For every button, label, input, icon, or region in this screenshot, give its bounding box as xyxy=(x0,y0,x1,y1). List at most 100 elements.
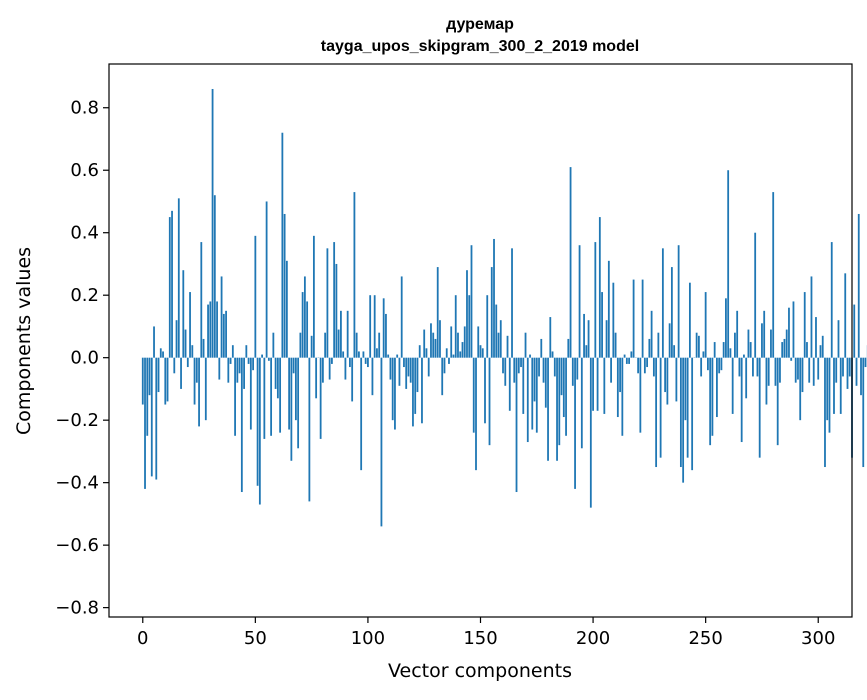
bar xyxy=(655,358,657,467)
bar xyxy=(567,339,569,358)
bar xyxy=(802,358,804,392)
bar xyxy=(813,358,815,386)
bar xyxy=(583,314,585,358)
bar xyxy=(748,330,750,358)
bar xyxy=(327,248,329,357)
bar xyxy=(214,195,216,357)
bar xyxy=(275,358,277,389)
bar xyxy=(721,358,723,371)
bar xyxy=(412,358,414,427)
bar xyxy=(840,358,842,414)
bar xyxy=(549,317,551,358)
bar xyxy=(630,351,632,357)
bar xyxy=(520,358,522,367)
bar xyxy=(480,345,482,358)
bar xyxy=(248,358,250,364)
bar xyxy=(329,358,331,380)
bar xyxy=(194,358,196,405)
bar xyxy=(308,358,310,502)
bar xyxy=(714,342,716,358)
bar xyxy=(394,358,396,430)
bar xyxy=(601,292,603,358)
bar xyxy=(687,358,689,458)
bar xyxy=(574,358,576,489)
bar xyxy=(414,358,416,414)
bar xyxy=(558,358,560,445)
x-tick-label: 0 xyxy=(137,628,148,649)
bar xyxy=(419,345,421,358)
y-axis-label: Components values xyxy=(13,247,35,435)
bar xyxy=(268,358,270,361)
bar xyxy=(664,358,666,392)
bar xyxy=(563,358,565,417)
bar xyxy=(345,358,347,380)
bar xyxy=(736,311,738,358)
bar xyxy=(189,292,191,358)
bar xyxy=(531,358,533,430)
bar xyxy=(585,345,587,358)
bar xyxy=(644,358,646,374)
bar xyxy=(579,245,581,357)
bar xyxy=(646,358,648,367)
bar xyxy=(462,342,464,358)
bar xyxy=(835,358,837,383)
bar xyxy=(446,348,448,357)
bar xyxy=(565,358,567,436)
bar xyxy=(430,323,432,357)
bar xyxy=(675,358,677,402)
bar xyxy=(428,358,430,377)
bar xyxy=(689,283,691,358)
bar xyxy=(538,358,540,377)
bar xyxy=(826,358,828,420)
bar xyxy=(257,358,259,486)
bar xyxy=(712,358,714,436)
bar xyxy=(597,358,599,411)
bar xyxy=(437,267,439,358)
bar xyxy=(191,345,193,358)
x-tick-label: 150 xyxy=(463,628,497,649)
bar xyxy=(727,170,729,357)
bar xyxy=(700,358,702,377)
bar xyxy=(471,245,473,357)
bar xyxy=(588,320,590,357)
bar xyxy=(448,358,450,364)
bar xyxy=(369,295,371,357)
bar xyxy=(464,326,466,357)
bar xyxy=(554,358,556,377)
bar xyxy=(820,345,822,358)
bar xyxy=(236,358,238,383)
bar xyxy=(399,358,401,386)
bar xyxy=(426,348,428,357)
bar xyxy=(203,339,205,358)
bar xyxy=(543,358,545,383)
bar xyxy=(230,358,232,364)
bar xyxy=(662,248,664,357)
bar xyxy=(439,320,441,357)
bar xyxy=(772,192,774,358)
bar xyxy=(245,345,247,358)
bar xyxy=(405,358,407,389)
bar xyxy=(290,358,292,461)
bar xyxy=(432,333,434,358)
bar xyxy=(385,314,387,358)
bar xyxy=(576,358,578,380)
bar xyxy=(759,358,761,458)
y-tick-label: 0.2 xyxy=(70,285,99,306)
bar xyxy=(628,358,630,364)
bar xyxy=(354,192,356,358)
bar xyxy=(484,358,486,424)
bar xyxy=(734,333,736,358)
bar xyxy=(651,311,653,358)
bar xyxy=(824,358,826,467)
bar xyxy=(459,351,461,357)
bar xyxy=(745,358,747,399)
bar xyxy=(468,295,470,357)
bar xyxy=(279,358,281,433)
bar xyxy=(349,358,351,367)
bar xyxy=(489,358,491,445)
bar xyxy=(752,358,754,377)
bar xyxy=(241,358,243,492)
bar xyxy=(716,358,718,417)
bar xyxy=(561,358,563,395)
